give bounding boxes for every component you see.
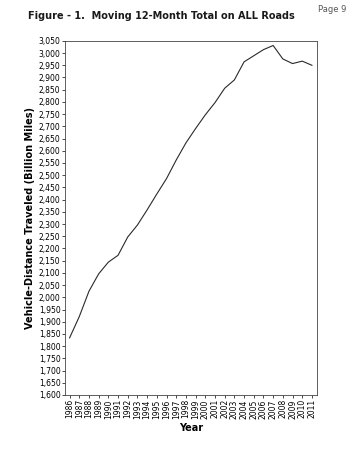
Text: Figure - 1.  Moving 12-Month Total on ALL Roads: Figure - 1. Moving 12-Month Total on ALL… xyxy=(28,11,294,21)
Y-axis label: Vehicle-Distance Traveled (Billion Miles): Vehicle-Distance Traveled (Billion Miles… xyxy=(25,107,35,329)
X-axis label: Year: Year xyxy=(179,423,203,433)
Text: Page 9: Page 9 xyxy=(318,5,346,14)
